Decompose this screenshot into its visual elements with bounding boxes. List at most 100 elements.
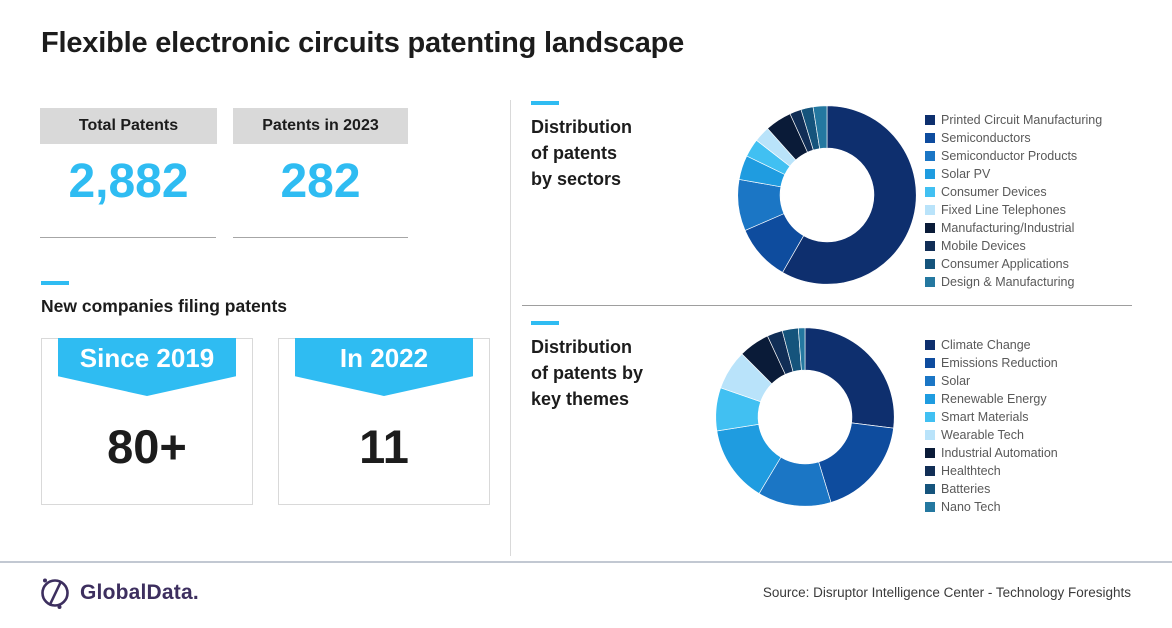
legend-swatch-icon <box>925 205 935 215</box>
since-2019-ribbon: Since 2019 <box>58 338 236 396</box>
legend-item: Climate Change <box>925 336 1167 354</box>
legend-swatch-icon <box>925 394 935 404</box>
legend-label: Solar PV <box>941 167 991 181</box>
legend-swatch-icon <box>925 187 935 197</box>
patents-2023-value: 282 <box>280 155 361 208</box>
legend-swatch-icon <box>925 241 935 251</box>
legend-item: Nano Tech <box>925 498 1167 516</box>
legend-label: Solar <box>941 374 971 388</box>
legend-label: Mobile Devices <box>941 239 1026 253</box>
stat-underline <box>40 237 216 238</box>
column-divider <box>510 100 511 556</box>
since-2019-value: 80+ <box>107 420 187 473</box>
sectors-legend: Printed Circuit Manufacturing Semiconduct… <box>925 111 1167 291</box>
legend-item: Consumer Devices <box>925 183 1167 201</box>
legend-label: Manufacturing/Industrial <box>941 221 1075 235</box>
themes-legend: Climate Change Emissions Reduction Solar Re… <box>925 336 1167 516</box>
footer-divider <box>0 561 1172 563</box>
total-patents-value: 2,882 <box>68 155 189 208</box>
legend-swatch-icon <box>925 133 935 143</box>
sectors-donut-chart <box>737 105 917 285</box>
accent-bar <box>531 101 559 105</box>
donut-segment-climate-change <box>804 327 895 429</box>
sectors-chart-title: Distribution of patents by sectors <box>531 114 711 192</box>
donut-segment-emissions-reduction <box>818 422 894 503</box>
sectors-title-line: by sectors <box>531 169 622 189</box>
legend-swatch-icon <box>925 277 935 287</box>
legend-item: Wearable Tech <box>925 426 1167 444</box>
legend-item: Renewable Energy <box>925 390 1167 408</box>
legend-item: Solar PV <box>925 165 1167 183</box>
page-title: Flexible electronic circuits patenting l… <box>41 27 685 59</box>
accent-bar <box>531 321 559 325</box>
legend-label: Fixed Line Telephones <box>941 203 1066 217</box>
legend-label: Semiconductors <box>941 131 1031 145</box>
legend-item: Consumer Applications <box>925 255 1167 273</box>
legend-label: Wearable Tech <box>941 428 1024 442</box>
legend-label: Climate Change <box>941 338 1031 352</box>
legend-swatch-icon <box>925 376 935 386</box>
legend-item: Mobile Devices <box>925 237 1167 255</box>
legend-label: Nano Tech <box>941 500 1001 514</box>
legend-swatch-icon <box>925 151 935 161</box>
sectors-title-line: Distribution <box>531 117 632 137</box>
globaldata-logo-text: GlobalData. <box>80 581 199 604</box>
legend-swatch-icon <box>925 115 935 125</box>
legend-swatch-icon <box>925 358 935 368</box>
in-2022-card: In 2022 11 <box>278 338 490 505</box>
legend-item: Design & Manufacturing <box>925 273 1167 291</box>
legend-label: Semiconductor Products <box>941 149 1078 163</box>
themes-title-line: key themes <box>531 389 630 409</box>
themes-chart-title: Distribution of patents by key themes <box>531 334 711 412</box>
legend-label: Design & Manufacturing <box>941 275 1075 289</box>
legend-label: Healthtech <box>941 464 1001 478</box>
donut-segment-design-manufacturing <box>812 105 828 150</box>
accent-bar <box>41 281 69 285</box>
legend-item: Industrial Automation <box>925 444 1167 462</box>
legend-label: Emissions Reduction <box>941 356 1058 370</box>
legend-item: Healthtech <box>925 462 1167 480</box>
themes-title-line: Distribution <box>531 337 632 357</box>
sectors-title-line: of patents <box>531 143 618 163</box>
charts-divider <box>522 305 1132 306</box>
legend-item: Smart Materials <box>925 408 1167 426</box>
in-2022-ribbon: In 2022 <box>295 338 473 396</box>
stat-underline <box>233 237 408 238</box>
legend-label: Renewable Energy <box>941 392 1047 406</box>
legend-item: Fixed Line Telephones <box>925 201 1167 219</box>
since-2019-card: Since 2019 80+ <box>41 338 253 505</box>
globaldata-logo: GlobalData. <box>38 576 199 610</box>
legend-swatch-icon <box>925 502 935 512</box>
legend-label: Industrial Automation <box>941 446 1058 460</box>
legend-item: Batteries <box>925 480 1167 498</box>
in-2022-value: 11 <box>359 420 409 473</box>
donut-segment-printed-circuit-manufacturing <box>782 105 917 285</box>
legend-item: Manufacturing/Industrial <box>925 219 1167 237</box>
legend-swatch-icon <box>925 412 935 422</box>
legend-label: Smart Materials <box>941 410 1029 424</box>
legend-label: Consumer Devices <box>941 185 1047 199</box>
legend-label: Batteries <box>941 482 991 496</box>
legend-item: Semiconductors <box>925 129 1167 147</box>
legend-swatch-icon <box>925 340 935 350</box>
legend-item: Solar <box>925 372 1167 390</box>
themes-donut-chart <box>715 327 895 507</box>
total-patents-header: Total Patents <box>40 108 217 144</box>
legend-swatch-icon <box>925 484 935 494</box>
themes-title-line: of patents by <box>531 363 644 383</box>
source-text: Source: Disruptor Intelligence Center - … <box>762 585 1131 600</box>
legend-item: Semiconductor Products <box>925 147 1167 165</box>
legend-item: Printed Circuit Manufacturing <box>925 111 1167 129</box>
legend-swatch-icon <box>925 259 935 269</box>
legend-label: Printed Circuit Manufacturing <box>941 113 1103 127</box>
legend-swatch-icon <box>925 448 935 458</box>
legend-label: Consumer Applications <box>941 257 1069 271</box>
legend-item: Emissions Reduction <box>925 354 1167 372</box>
legend-swatch-icon <box>925 223 935 233</box>
legend-swatch-icon <box>925 169 935 179</box>
patents-2023-header: Patents in 2023 <box>233 108 408 144</box>
donut-segment-nano-tech <box>797 327 806 371</box>
legend-swatch-icon <box>925 466 935 476</box>
globaldata-logo-icon <box>41 578 69 609</box>
